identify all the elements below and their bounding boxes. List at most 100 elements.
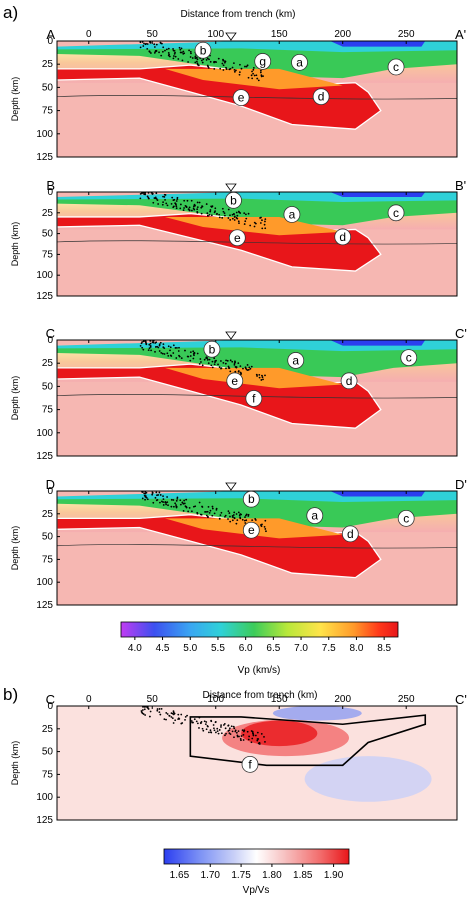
earthquake-hypocenter <box>241 518 244 521</box>
earthquake-hypocenter <box>203 358 206 361</box>
y-tick-label: 50 <box>42 229 54 240</box>
earthquake-hypocenter <box>227 217 230 219</box>
earthquake-hypocenter <box>175 504 177 506</box>
earthquake-hypocenter <box>206 359 209 361</box>
earthquake-hypocenter <box>141 709 144 711</box>
section-end-label: C' <box>455 326 467 341</box>
earthquake-hypocenter <box>229 520 232 523</box>
earthquake-hypocenter <box>243 212 246 215</box>
earthquake-hypocenter <box>252 734 255 737</box>
y-tick-label: 50 <box>42 532 54 543</box>
earthquake-hypocenter <box>260 525 263 528</box>
earthquake-hypocenter <box>257 738 260 740</box>
colorbar-tick-label: 1.70 <box>201 870 221 881</box>
earthquake-hypocenter <box>235 69 237 72</box>
colorbar-tick-label: 5.0 <box>183 643 197 654</box>
earthquake-hypocenter <box>201 205 203 208</box>
earthquake-hypocenter <box>154 350 156 353</box>
feature-label-a: a <box>292 353 299 367</box>
earthquake-hypocenter <box>198 716 201 719</box>
earthquake-hypocenter <box>143 42 145 45</box>
earthquake-hypocenter <box>141 341 144 343</box>
section-panel-1: A A' 0 50 100 150 200 250 0 25 50 75 100 125 Depth (km… <box>10 27 466 163</box>
earthquake-hypocenter <box>254 734 257 737</box>
earthquake-hypocenter <box>172 199 175 202</box>
section-panel-3: C C' 0 25 50 75 100 125 Depth (km) b a c ef d <box>10 326 467 462</box>
slab-orange-field <box>164 68 343 90</box>
earthquake-hypocenter <box>207 214 209 217</box>
earthquake-hypocenter <box>149 345 152 347</box>
earthquake-hypocenter <box>222 59 225 62</box>
earthquake-hypocenter <box>260 75 263 78</box>
earthquake-hypocenter <box>221 216 224 219</box>
earthquake-hypocenter <box>175 357 178 359</box>
low-velocity-blue-field <box>330 340 426 346</box>
earthquake-hypocenter <box>218 213 221 216</box>
section-end-label: B' <box>455 178 466 193</box>
earthquake-hypocenter <box>252 72 254 75</box>
section-panel-5: C C' 0 50 100 150 200 250 0 25 50 75 100 125 Depth (km… <box>10 692 467 826</box>
earthquake-hypocenter <box>198 501 201 504</box>
earthquake-hypocenter <box>227 518 229 520</box>
earthquake-hypocenter <box>231 519 234 522</box>
section-frame <box>56 490 458 606</box>
y-tick-label: 125 <box>36 600 53 611</box>
earthquake-hypocenter <box>197 64 200 67</box>
feature-label-circle <box>400 349 418 367</box>
earthquake-hypocenter <box>211 505 214 508</box>
earthquake-hypocenter <box>162 46 165 49</box>
earthquake-hypocenter <box>154 197 157 200</box>
earthquake-hypocenter <box>210 364 213 367</box>
earthquake-hypocenter <box>155 499 158 502</box>
earthquake-hypocenter <box>244 65 246 68</box>
earthquake-hypocenter <box>156 199 159 202</box>
earthquake-hypocenter <box>171 196 174 199</box>
earthquake-hypocenter <box>207 66 210 69</box>
feature-label-circle <box>387 58 405 76</box>
earthquake-hypocenter <box>166 352 169 355</box>
earthquake-hypocenter <box>166 713 169 715</box>
earthquake-hypocenter <box>213 61 216 64</box>
earthquake-hypocenter <box>175 205 178 208</box>
earthquake-hypocenter <box>162 346 165 348</box>
earthquake-hypocenter <box>166 496 169 498</box>
earthquake-hypocenter <box>159 501 161 504</box>
earthquake-hypocenter <box>196 512 199 515</box>
earthquake-hypocenter <box>148 50 151 53</box>
earthquake-hypocenter <box>256 375 258 377</box>
earthquake-hypocenter <box>240 513 243 516</box>
earthquake-hypocenter <box>233 216 236 218</box>
earthquake-hypocenter <box>234 730 237 733</box>
earthquake-hypocenter <box>206 510 209 513</box>
earthquake-hypocenter <box>141 346 144 349</box>
feature-label-circle <box>341 525 359 543</box>
earthquake-hypocenter <box>196 58 199 61</box>
earthquake-hypocenter <box>139 345 142 347</box>
feature-label-circle <box>241 755 259 773</box>
y-tick-label: 125 <box>36 815 53 826</box>
earthquake-hypocenter <box>224 727 227 730</box>
earthquake-hypocenter <box>246 64 249 67</box>
earthquake-hypocenter <box>263 735 265 738</box>
earthquake-hypocenter <box>202 729 205 732</box>
earthquake-hypocenter <box>232 725 235 728</box>
earthquake-hypocenter <box>149 342 152 345</box>
earthquake-hypocenter <box>209 210 212 213</box>
earthquake-hypocenter <box>237 220 240 223</box>
earthquake-hypocenter <box>242 734 245 736</box>
earthquake-hypocenter <box>186 714 188 717</box>
earthquake-hypocenter <box>246 364 249 366</box>
feature-label-circle <box>242 490 260 508</box>
y-tick-label: 0 <box>47 486 53 497</box>
earthquake-hypocenter <box>200 59 203 62</box>
earthquake-hypocenter <box>237 210 240 213</box>
earthquake-hypocenter <box>229 219 232 221</box>
earthquake-hypocenter <box>192 205 195 208</box>
earthquake-hypocenter <box>237 730 240 733</box>
earthquake-hypocenter <box>261 374 263 377</box>
feature-label-circle <box>397 509 415 527</box>
feature-label-e: e <box>248 523 255 537</box>
earthquake-hypocenter <box>175 203 177 206</box>
earthquake-hypocenter <box>198 201 201 204</box>
